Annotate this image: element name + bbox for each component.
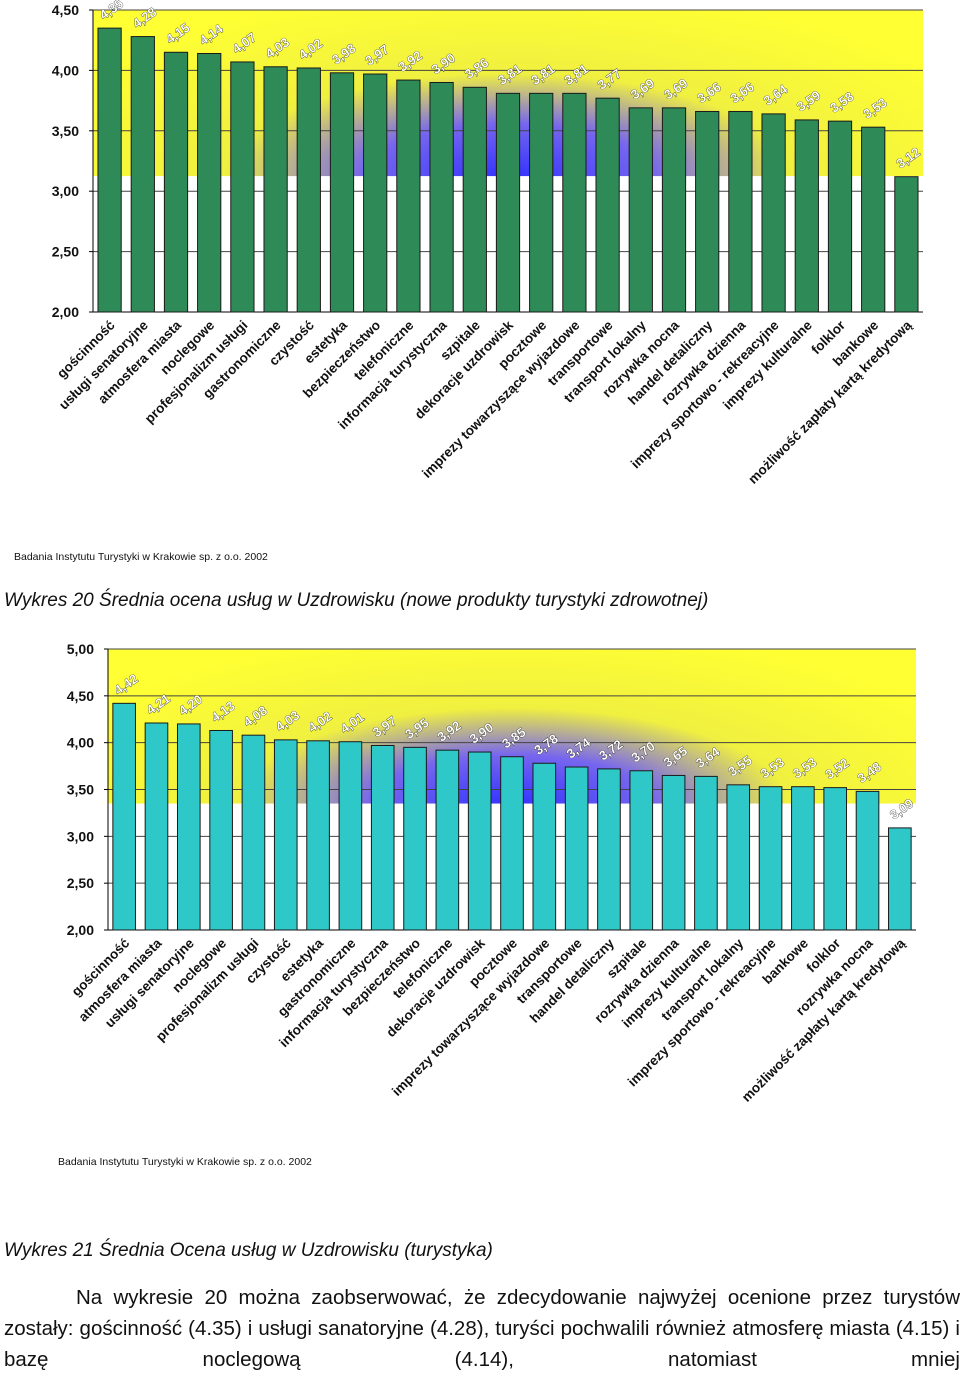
y-tick-label: 4,00	[67, 735, 94, 751]
bar	[144, 722, 169, 931]
bar	[597, 768, 621, 931]
bar	[791, 786, 815, 931]
y-tick-label: 3,50	[67, 782, 94, 798]
bar	[130, 36, 155, 313]
bar	[888, 827, 912, 931]
y-tick-label: 2,00	[67, 922, 94, 938]
chart-21-caption: Wykres 21 Średnia Ocena usług w Uzdrowis…	[4, 1240, 493, 1261]
bar	[758, 786, 783, 931]
bar	[495, 92, 521, 313]
bar	[628, 107, 653, 313]
bar	[595, 97, 620, 313]
bar	[263, 66, 288, 313]
bar	[338, 741, 363, 931]
source-note: Badania Instytutu Turystyki w Krakowie s…	[14, 551, 268, 563]
y-tick-label: 2,50	[67, 875, 94, 891]
bar	[761, 113, 786, 313]
bar	[197, 52, 222, 313]
bar	[562, 92, 587, 313]
y-tick-label: 3,00	[67, 828, 94, 844]
bar	[661, 774, 686, 931]
y-tick-label: 4,00	[52, 62, 79, 78]
bar	[176, 723, 201, 931]
y-tick-label: 2,50	[52, 244, 79, 260]
y-tick-label: 3,50	[52, 123, 79, 139]
bar	[370, 744, 395, 931]
bar	[462, 86, 487, 313]
y-tick-label: 4,50	[52, 2, 79, 18]
bar	[728, 110, 753, 313]
body-paragraph: Na wykresie 20 można zaobserwować, że zd…	[4, 1286, 960, 1371]
bar	[794, 119, 819, 313]
bar	[163, 51, 189, 313]
bar	[97, 27, 122, 313]
bar	[861, 126, 886, 313]
bar	[894, 176, 919, 313]
y-tick-label: 4,50	[67, 688, 94, 704]
bar	[112, 702, 136, 931]
bar	[429, 81, 454, 313]
y-tick-label: 5,00	[67, 641, 94, 657]
bar	[209, 729, 233, 931]
bar	[532, 762, 557, 931]
bar	[306, 740, 330, 931]
bar	[694, 775, 718, 931]
bar	[529, 92, 554, 313]
bar	[403, 746, 427, 931]
bar	[629, 770, 654, 931]
bar	[726, 784, 751, 931]
bar	[329, 72, 355, 313]
bar	[435, 749, 460, 931]
bar	[500, 756, 524, 931]
y-tick-label: 3,00	[52, 183, 79, 199]
bar	[396, 79, 421, 313]
chart-20: 2,002,503,003,504,004,50 4,35gościnność4,…	[14, 0, 923, 563]
bar	[241, 734, 266, 931]
bar	[564, 766, 589, 931]
bar	[273, 739, 298, 931]
bar	[695, 110, 720, 313]
bar	[467, 751, 492, 931]
bar	[827, 120, 853, 313]
chart-21: 2,002,503,003,504,004,505,004,42gościnno…	[58, 641, 917, 1168]
source-note: Badania Instytutu Turystyki w Krakowie s…	[58, 1156, 312, 1168]
bar	[230, 61, 255, 313]
bar	[363, 73, 388, 313]
bar	[855, 790, 880, 931]
bar	[296, 67, 321, 313]
chart-20-caption: Wykres 20 Średnia ocena usług w Uzdrowis…	[4, 590, 709, 611]
bar	[823, 787, 848, 931]
bar	[661, 107, 687, 313]
y-tick-label: 2,00	[52, 304, 79, 320]
